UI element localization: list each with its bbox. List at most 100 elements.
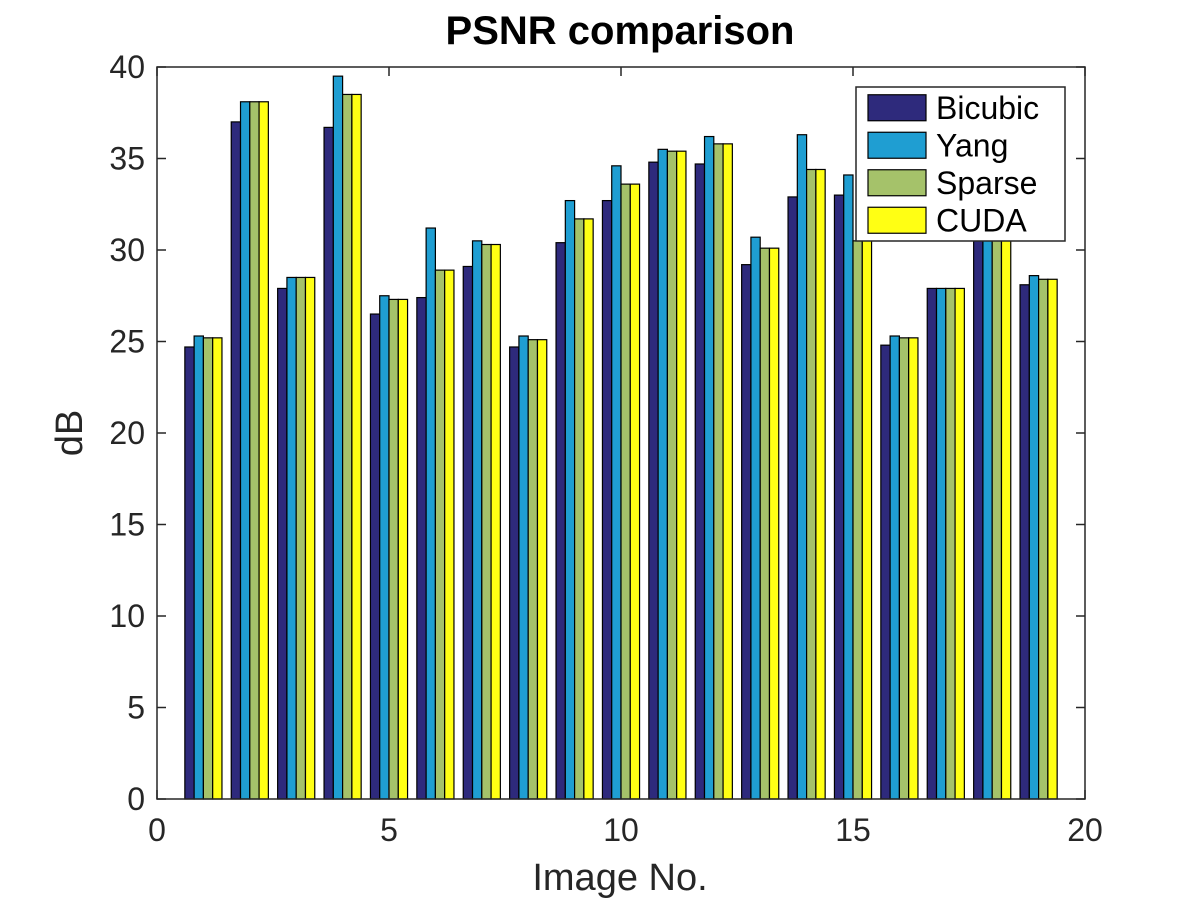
y-axis-label: dB: [49, 410, 91, 456]
bar-bicubic-1: [184, 346, 195, 800]
bar-yang-5: [379, 295, 390, 800]
bar-yang-12: [703, 135, 715, 800]
x-tick-label-20: 20: [1067, 812, 1103, 848]
bar-yang-9: [564, 199, 576, 800]
bar-cuda-10: [629, 183, 641, 800]
bar-bicubic-4: [323, 126, 334, 800]
legend-swatch-yang: [867, 131, 927, 159]
bar-sparse-6: [434, 269, 446, 800]
bar-bicubic-18: [973, 234, 984, 800]
bar-sparse-10: [620, 183, 631, 800]
bar-sparse-12: [713, 143, 724, 800]
bar-yang-7: [471, 240, 483, 800]
bar-sparse-1: [202, 337, 214, 800]
bar-bicubic-13: [741, 264, 752, 800]
legend-label-yang: Yang: [936, 127, 1008, 163]
bar-bicubic-2: [230, 121, 242, 800]
bar-bicubic-3: [277, 287, 288, 800]
bar-bicubic-7: [462, 265, 474, 800]
bar-bicubic-8: [509, 346, 520, 800]
bar-bicubic-14: [787, 196, 798, 800]
bar-cuda-14: [815, 168, 826, 800]
bar-bicubic-15: [833, 194, 845, 800]
bar-bicubic-16: [880, 344, 891, 800]
bar-cuda-9: [583, 218, 594, 800]
x-tick-label-10: 10: [603, 812, 639, 848]
bar-yang-14: [796, 134, 808, 800]
y-tick-label-15: 15: [109, 507, 145, 543]
bar-cuda-19: [1047, 278, 1058, 800]
y-tick-label-20: 20: [109, 415, 145, 451]
bar-cuda-2: [258, 101, 269, 800]
x-tick-label-0: 0: [148, 812, 166, 848]
bar-yang-8: [518, 335, 529, 800]
y-tick-label-0: 0: [127, 781, 145, 817]
bar-cuda-11: [676, 150, 687, 800]
y-tick-label-40: 40: [109, 49, 145, 85]
bar-cuda-3: [304, 276, 316, 800]
chart-title: PSNR comparison: [446, 9, 795, 53]
bar-cuda-12: [722, 143, 733, 800]
legend-label-bicubic: Bicubic: [936, 90, 1039, 126]
bar-sparse-15: [852, 240, 863, 800]
bar-sparse-18: [991, 236, 1003, 800]
bar-bicubic-10: [601, 199, 613, 800]
bar-cuda-13: [768, 247, 780, 800]
legend-swatch-bicubic: [867, 94, 927, 122]
bar-bicubic-19: [1019, 284, 1030, 800]
bar-yang-18: [982, 227, 993, 800]
bar-cuda-8: [536, 339, 548, 800]
y-tick-label-10: 10: [109, 598, 145, 634]
bar-sparse-14: [805, 168, 817, 800]
ticks-group: 0 5 10 15 20 0 5 10 15 20 25 30 35 40: [109, 49, 1102, 848]
y-tick-label-30: 30: [109, 232, 145, 268]
legend-label-cuda: CUDA: [936, 202, 1027, 238]
bar-cuda-1: [212, 337, 223, 800]
bar-sparse-17: [945, 287, 956, 800]
bar-yang-15: [843, 174, 854, 800]
bar-cuda-4: [351, 93, 362, 800]
legend-label-sparse: Sparse: [936, 165, 1037, 201]
bar-sparse-16: [898, 337, 910, 800]
bar-bicubic-12: [694, 163, 706, 800]
bar-yang-3: [286, 276, 297, 800]
bar-bicubic-9: [555, 242, 566, 800]
bars-group: [184, 75, 1058, 800]
bar-cuda-7: [490, 243, 501, 800]
bar-yang-6: [425, 227, 436, 800]
bar-sparse-19: [1037, 278, 1049, 800]
bar-yang-16: [889, 335, 900, 800]
bar-cuda-15: [861, 240, 873, 800]
bar-cuda-18: [1000, 236, 1012, 800]
bar-sparse-2: [249, 101, 260, 800]
bar-sparse-13: [759, 247, 771, 800]
bar-sparse-7: [481, 243, 492, 800]
bar-bicubic-11: [648, 161, 659, 800]
bar-yang-11: [657, 148, 668, 800]
x-tick-label-5: 5: [380, 812, 398, 848]
bar-sparse-3: [295, 276, 307, 800]
bar-sparse-5: [388, 298, 399, 800]
bar-sparse-11: [666, 150, 678, 800]
bar-yang-17: [935, 287, 947, 800]
bar-sparse-9: [573, 218, 585, 800]
y-tick-label-35: 35: [109, 141, 145, 177]
bar-yang-10: [611, 165, 622, 800]
bar-bicubic-6: [416, 296, 427, 800]
bar-sparse-8: [527, 339, 539, 800]
bar-yang-2: [239, 101, 251, 800]
bar-cuda-16: [908, 337, 919, 800]
legend-swatch-cuda: [867, 206, 927, 234]
y-tick-label-25: 25: [109, 324, 145, 360]
x-tick-label-15: 15: [835, 812, 871, 848]
bar-cuda-17: [954, 287, 965, 800]
bar-yang-1: [193, 335, 204, 800]
bar-yang-13: [750, 236, 761, 800]
bar-yang-4: [332, 75, 344, 800]
y-tick-label-5: 5: [127, 690, 145, 726]
x-axis-label: Image No.: [532, 857, 707, 899]
bar-yang-19: [1028, 275, 1040, 800]
legend-swatch-sparse: [867, 169, 927, 197]
